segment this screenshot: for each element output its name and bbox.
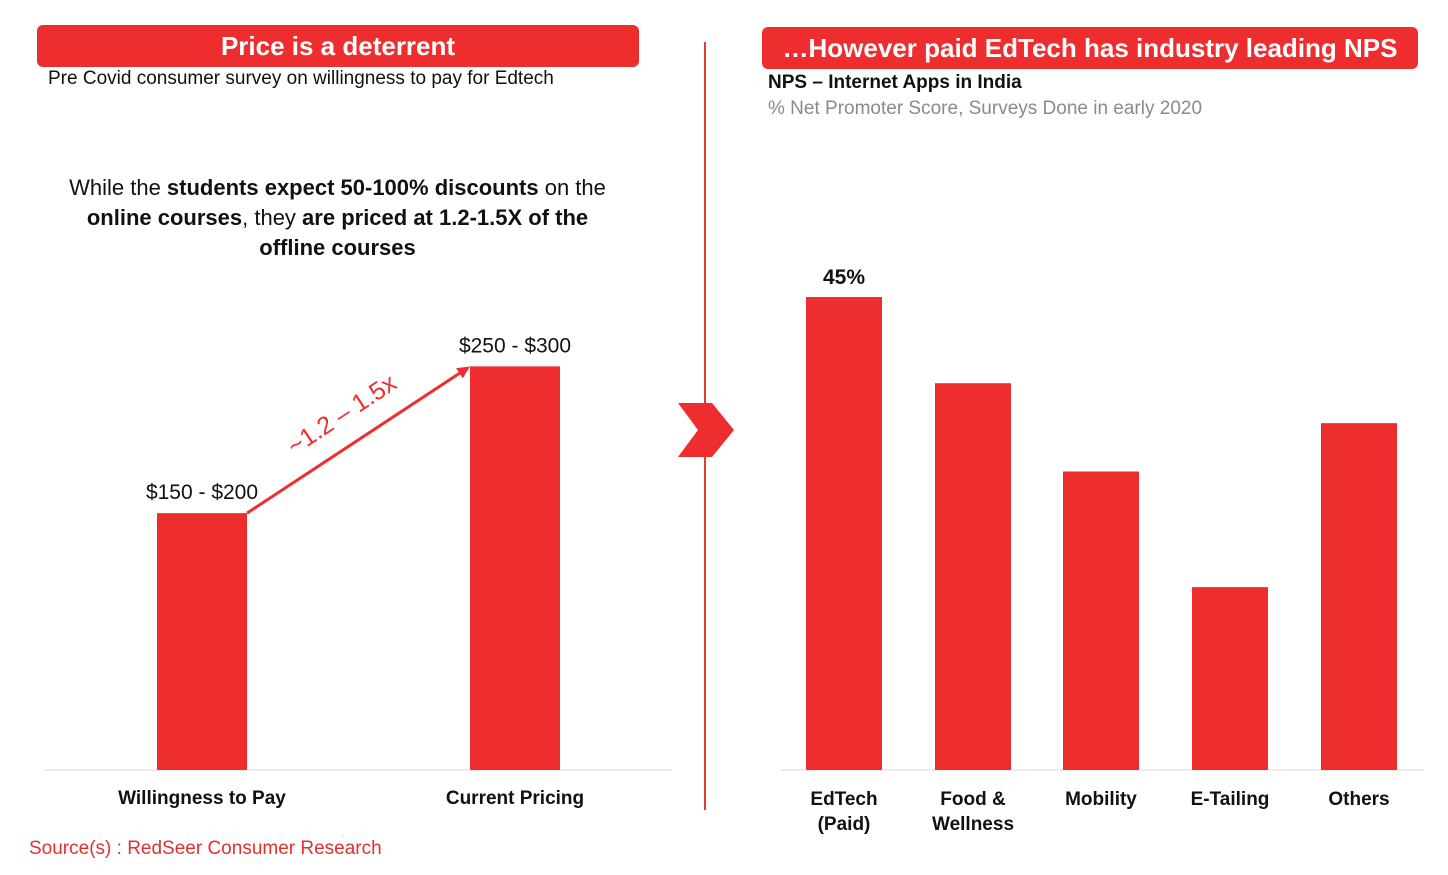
- x-tick-label-line: EdTech: [810, 789, 877, 810]
- bar-0: [806, 297, 882, 770]
- callout-part-3: , they: [242, 205, 303, 230]
- x-tick-label-line: Wellness: [932, 814, 1014, 835]
- x-tick-label-4: Others: [1328, 789, 1389, 810]
- bar-1: [935, 383, 1011, 770]
- right-subtitle-2: % Net Promoter Score, Surveys Done in ea…: [768, 98, 1203, 119]
- callout-part-1: While the: [69, 175, 167, 200]
- callout-part-2: on the: [538, 175, 606, 200]
- x-tick-label-line: Others: [1328, 789, 1389, 810]
- data-label-1: $250 - $300: [459, 334, 571, 357]
- x-tick-label-2: Mobility: [1065, 789, 1137, 810]
- left-price-chart: $150 - $200 Willingness to Pay $250 - $300…: [44, 334, 672, 809]
- right-subtitle: NPS – Internet Apps in India: [768, 72, 1022, 93]
- x-tick-label-line: Mobility: [1065, 789, 1137, 810]
- callout-text: While the students expect 50-100% discou…: [60, 173, 615, 263]
- growth-arrow-head: [456, 366, 470, 379]
- source-note: Source(s) : RedSeer Consumer Research: [29, 838, 382, 859]
- x-tick-label-0: Willingness to Pay: [118, 788, 286, 809]
- x-tick-label-3: E-Tailing: [1191, 789, 1270, 810]
- x-tick-label-line: (Paid): [818, 814, 871, 835]
- bar-2: [1063, 471, 1139, 770]
- right-banner: …However paid EdTech has industry leadin…: [762, 27, 1418, 69]
- x-tick-label-1: Food & Wellness: [932, 789, 1014, 835]
- callout-bold-2: online courses: [86, 205, 243, 230]
- bar-0: [157, 513, 247, 770]
- callout-bold-3: are priced at 1.2-1.5X of the offline co…: [259, 205, 589, 260]
- callout-bold-1: students expect 50-100% discounts: [166, 175, 539, 200]
- x-tick-label-1: Current Pricing: [446, 788, 584, 809]
- left-banner: Price is a deterrent: [37, 25, 639, 67]
- bar-4: [1321, 423, 1397, 770]
- bar-1: [470, 366, 560, 770]
- growth-arrow-line: [246, 369, 464, 515]
- x-tick-label-0: EdTech (Paid): [810, 789, 877, 835]
- left-subtitle: Pre Covid consumer survey on willingness…: [48, 68, 554, 89]
- data-label-0: $150 - $200: [146, 481, 258, 504]
- x-tick-label-line: E-Tailing: [1191, 789, 1270, 810]
- x-tick-label-line: Food &: [940, 789, 1006, 810]
- chevron-right-icon: [678, 403, 734, 457]
- data-label-0: 45%: [823, 266, 865, 289]
- bar-3: [1192, 587, 1268, 770]
